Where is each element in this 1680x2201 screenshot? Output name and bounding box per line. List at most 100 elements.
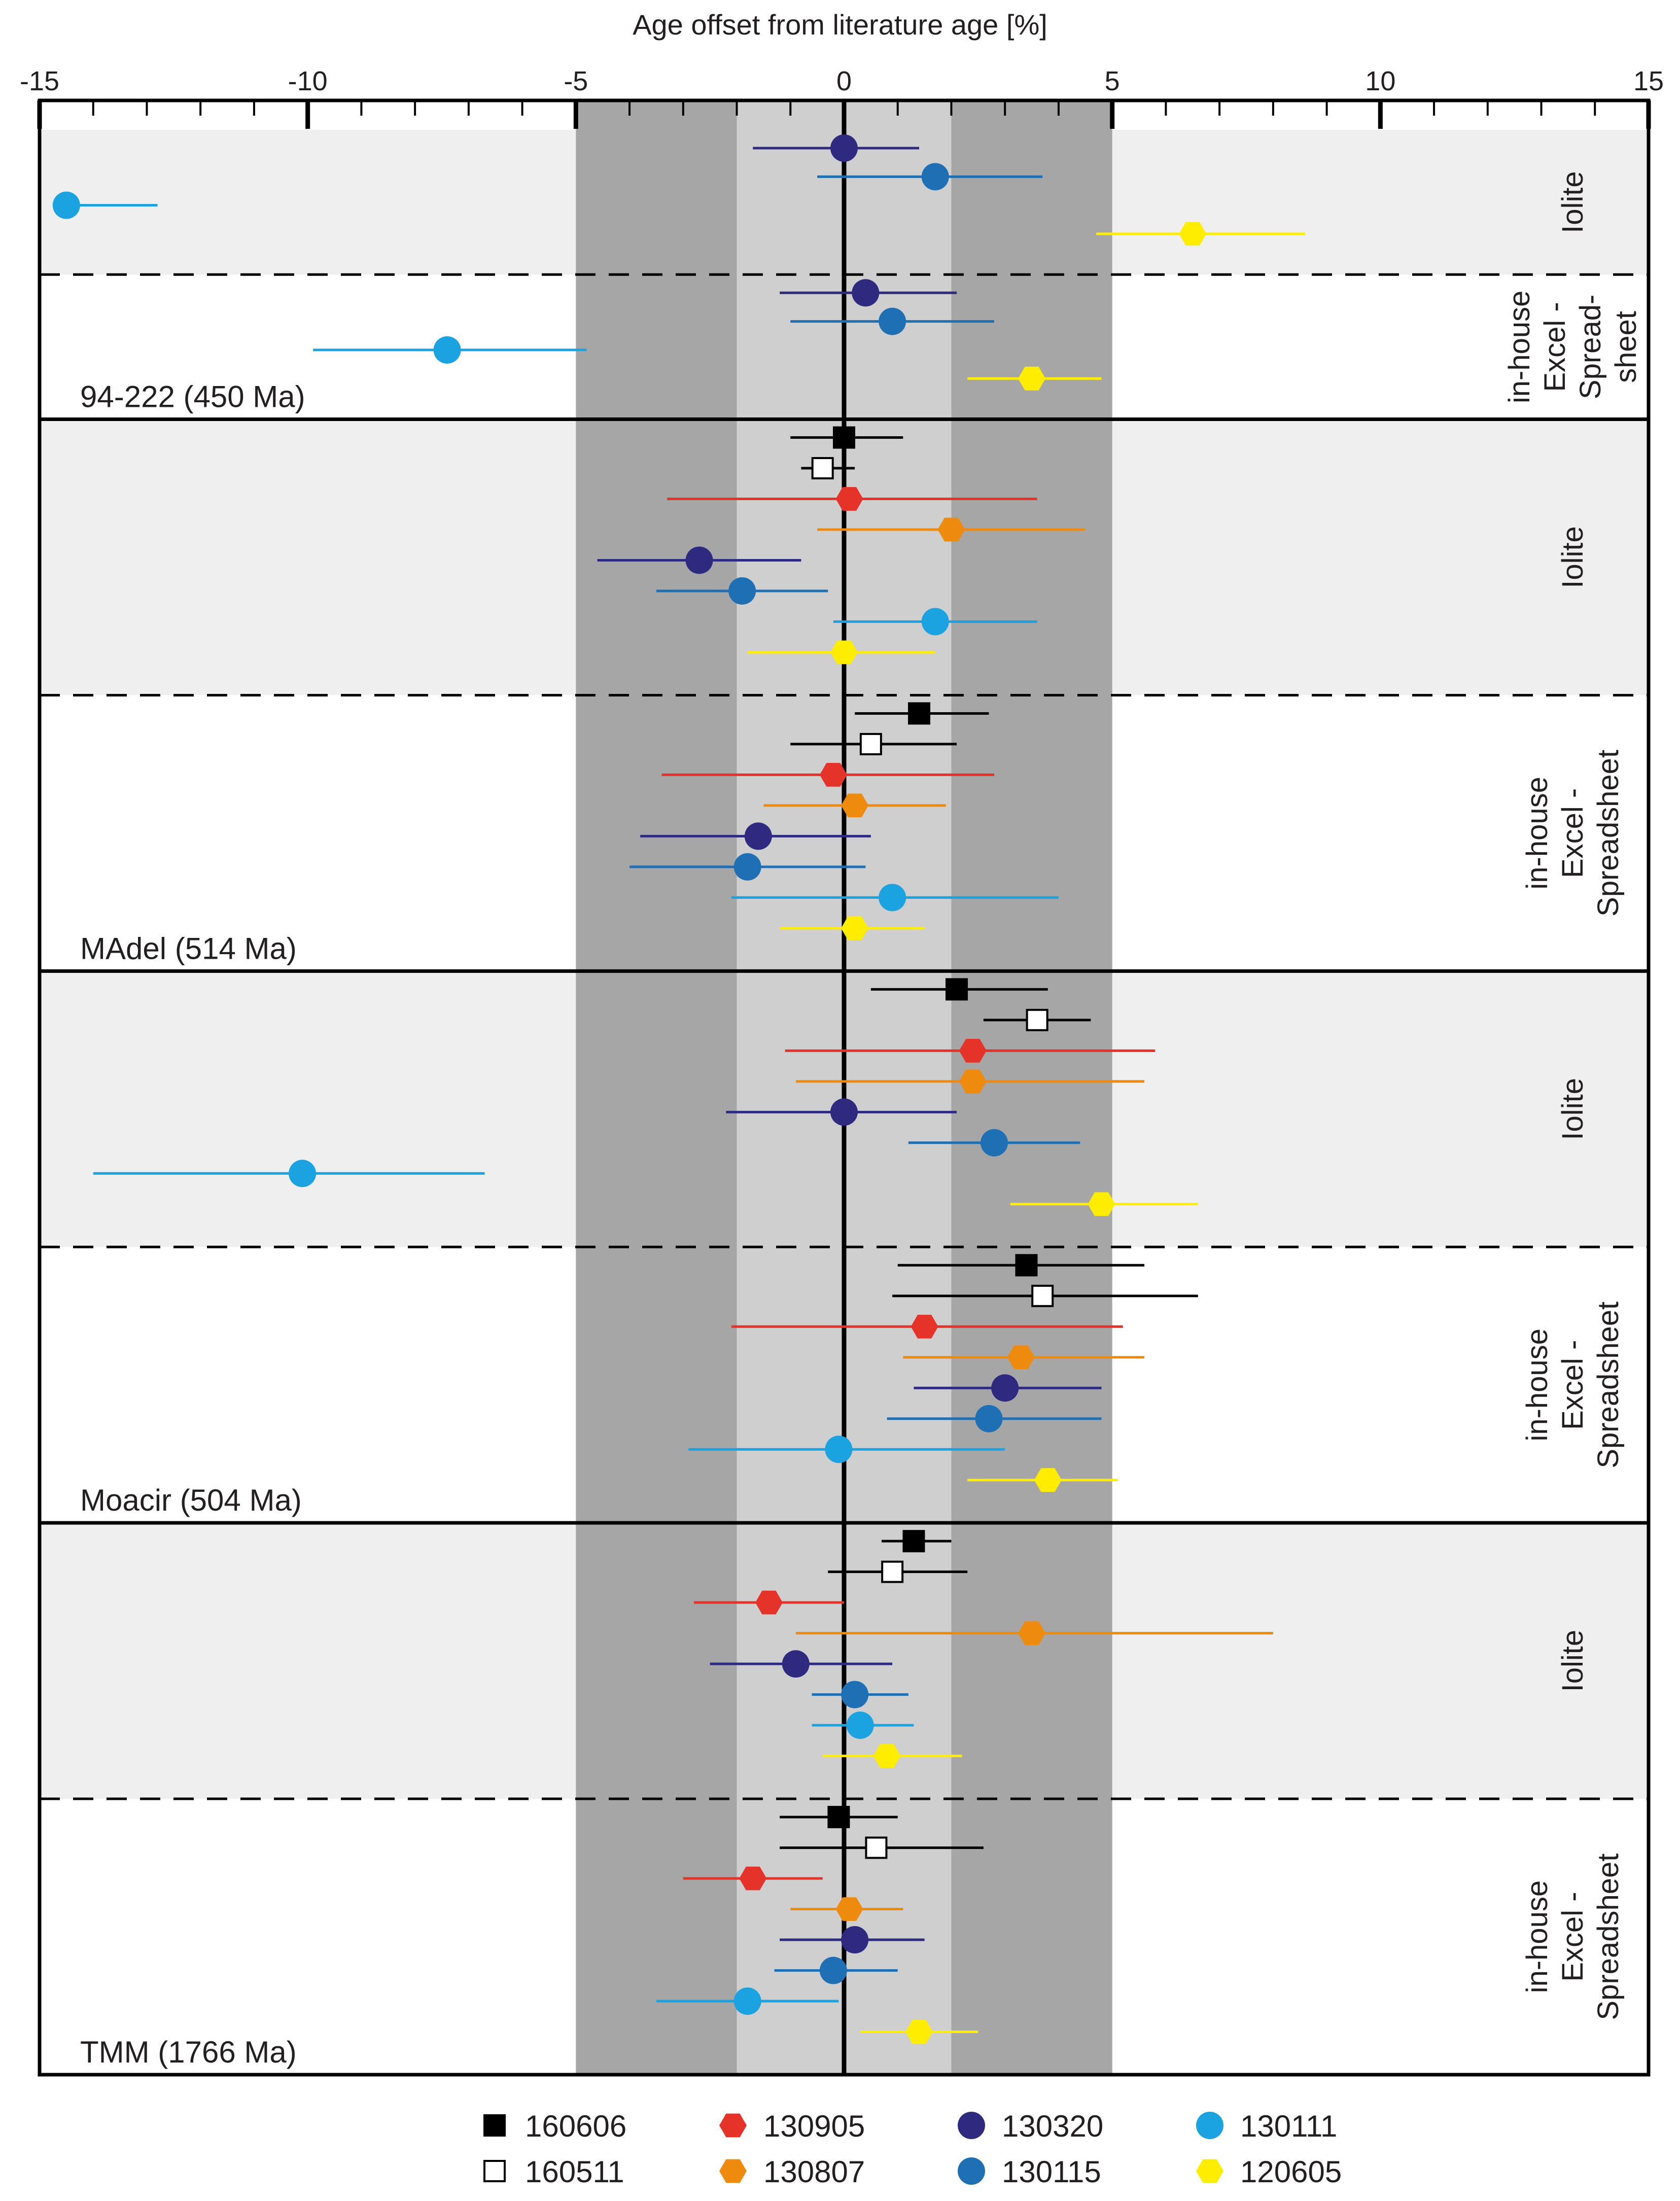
marker-130111 [733, 1987, 761, 2015]
point-130111 [833, 608, 1037, 636]
point-130115 [887, 1405, 1102, 1433]
legend-label: 130115 [1002, 2155, 1101, 2189]
marker-160511 [811, 457, 834, 480]
marker-120605 [905, 2020, 933, 2044]
sample-name: MAdel (514 Ma) [80, 931, 297, 965]
marker-130807 [835, 1897, 863, 1921]
marker-120605 [841, 916, 869, 940]
marker-160511 [1026, 1008, 1048, 1031]
point-130320 [753, 134, 920, 162]
marker-130905 [959, 1039, 987, 1063]
x-tick-label: -10 [288, 66, 328, 96]
marker-130111 [921, 608, 949, 636]
point-130320 [726, 1098, 957, 1126]
marker-130111 [846, 1711, 874, 1739]
method-label: in-houseExcel -Spreadsheet [1521, 750, 1625, 917]
marker-160511 [859, 732, 882, 755]
point-130111 [731, 884, 1059, 912]
marker-160606 [1015, 1254, 1038, 1277]
legend-marker-130320 [958, 2112, 985, 2139]
point-130807 [795, 1621, 1273, 1645]
x-tick-label: 5 [1105, 66, 1120, 96]
legend-marker-130807 [719, 2159, 747, 2183]
point-160511 [790, 732, 957, 755]
point-130807 [817, 517, 1086, 542]
marker-120605 [873, 1744, 901, 1768]
marker-130905 [835, 487, 863, 511]
point-120605 [1010, 1192, 1198, 1216]
method-label: Iolite [1556, 1630, 1589, 1692]
point-160511 [828, 1560, 968, 1583]
marker-130320 [852, 279, 880, 307]
point-130320 [914, 1374, 1102, 1402]
marker-160606 [946, 978, 968, 1001]
method-label: in-houseExcel -Spreadsheet [1521, 1302, 1625, 1469]
marker-130111 [52, 191, 80, 219]
marker-130111 [433, 336, 461, 364]
point-120605 [780, 916, 925, 940]
marker-130320 [685, 546, 713, 574]
chart-title: Age offset from literature age [%] [633, 9, 1047, 41]
marker-130807 [959, 1069, 987, 1094]
point-120605 [967, 1468, 1118, 1492]
legend-marker-130905 [719, 2113, 747, 2138]
marker-130115 [879, 307, 906, 335]
panel-labels: Iolite in-houseExcel -Spread-sheet Iolite i… [80, 171, 1642, 2069]
point-130905 [683, 1866, 823, 1891]
method-label: in-houseExcel -Spread-sheet [1503, 291, 1642, 403]
point-130320 [780, 1926, 925, 1954]
point-130807 [903, 1345, 1145, 1370]
marker-160606 [908, 702, 931, 725]
legend-item-130320: 130320 [958, 2109, 1103, 2143]
point-130115 [774, 1957, 898, 1984]
marker-160606 [902, 1530, 925, 1553]
sample-name: TMM (1766 Ma) [80, 2035, 297, 2069]
point-160511 [892, 1284, 1198, 1307]
marker-130115 [728, 577, 756, 605]
point-160511 [780, 1836, 984, 1859]
point-130905 [731, 1314, 1123, 1339]
point-130905 [661, 763, 995, 787]
point-130111 [93, 1160, 485, 1187]
legend-label: 130807 [763, 2155, 865, 2189]
marker-130905 [819, 763, 847, 787]
point-130115 [812, 1681, 908, 1708]
point-130905 [693, 1590, 844, 1615]
point-130111 [52, 191, 158, 219]
method-label: in-houseExcel -Spreadsheet [1521, 1854, 1625, 2020]
point-130115 [817, 163, 1043, 191]
point-160606 [790, 426, 903, 449]
marker-120605 [1034, 1468, 1062, 1492]
marker-130905 [911, 1314, 938, 1339]
point-120605 [1096, 222, 1306, 246]
marker-130320 [991, 1374, 1019, 1402]
marker-130320 [782, 1650, 810, 1678]
point-120605 [860, 2020, 978, 2044]
point-130807 [795, 1069, 1145, 1094]
marker-130807 [1007, 1345, 1035, 1370]
marker-120605 [1088, 1192, 1115, 1216]
marker-130807 [1018, 1621, 1046, 1645]
point-160511 [801, 457, 855, 480]
point-130115 [656, 577, 828, 605]
point-130807 [763, 793, 946, 818]
legend-label: 130320 [1002, 2109, 1103, 2143]
legend-item-160606: 160606 [483, 2109, 626, 2143]
marker-130115 [975, 1405, 1003, 1433]
x-tick-label: 0 [836, 66, 852, 96]
legend: 160606 130905 130320 130111 160511 130807 1301… [483, 2109, 1342, 2189]
point-130905 [785, 1039, 1156, 1063]
marker-130807 [937, 517, 965, 542]
legend-item-130905: 130905 [719, 2109, 865, 2143]
point-120605 [967, 366, 1102, 391]
marker-130111 [289, 1160, 317, 1187]
marker-130115 [841, 1681, 869, 1708]
legend-label: 160511 [525, 2155, 624, 2189]
legend-marker-130111 [1196, 2112, 1223, 2139]
point-130320 [640, 822, 871, 850]
point-130111 [313, 336, 587, 364]
marker-120605 [1018, 366, 1046, 391]
point-160511 [983, 1008, 1091, 1031]
point-160606 [897, 1254, 1145, 1277]
marker-130905 [755, 1590, 783, 1615]
